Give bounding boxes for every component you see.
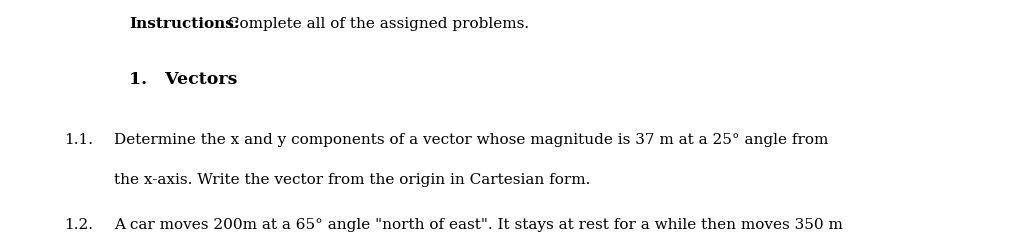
Text: 1.2.: 1.2. — [64, 218, 93, 232]
Text: the x-axis. Write the vector from the origin in Cartesian form.: the x-axis. Write the vector from the or… — [114, 173, 590, 187]
Text: Determine the x and y components of a vector whose magnitude is 37 m at a 25° an: Determine the x and y components of a ve… — [114, 133, 829, 147]
Text: Complete all of the assigned problems.: Complete all of the assigned problems. — [223, 17, 529, 31]
Text: Instructions:: Instructions: — [129, 17, 240, 31]
Text: 1.1.: 1.1. — [64, 133, 93, 147]
Text: A car moves 200m at a 65° angle "north of east". It stays at rest for a while th: A car moves 200m at a 65° angle "north o… — [114, 218, 843, 232]
Text: 1.   Vectors: 1. Vectors — [129, 71, 237, 88]
